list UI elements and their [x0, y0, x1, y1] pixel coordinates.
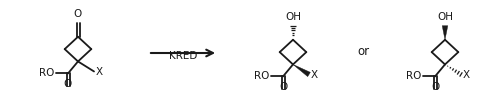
Text: RO: RO [38, 68, 54, 78]
Polygon shape [293, 64, 310, 77]
Text: OH: OH [437, 12, 453, 22]
Text: X: X [96, 67, 103, 77]
Text: O: O [279, 82, 287, 92]
Text: O: O [431, 82, 439, 92]
Polygon shape [442, 26, 448, 40]
Text: O: O [64, 79, 72, 89]
Text: KRED: KRED [169, 51, 197, 61]
Text: RO: RO [406, 72, 421, 81]
Text: X: X [463, 70, 470, 80]
Text: OH: OH [285, 12, 301, 22]
Text: X: X [311, 70, 318, 80]
Text: or: or [357, 45, 369, 59]
Text: O: O [74, 9, 82, 19]
Text: RO: RO [254, 72, 269, 81]
